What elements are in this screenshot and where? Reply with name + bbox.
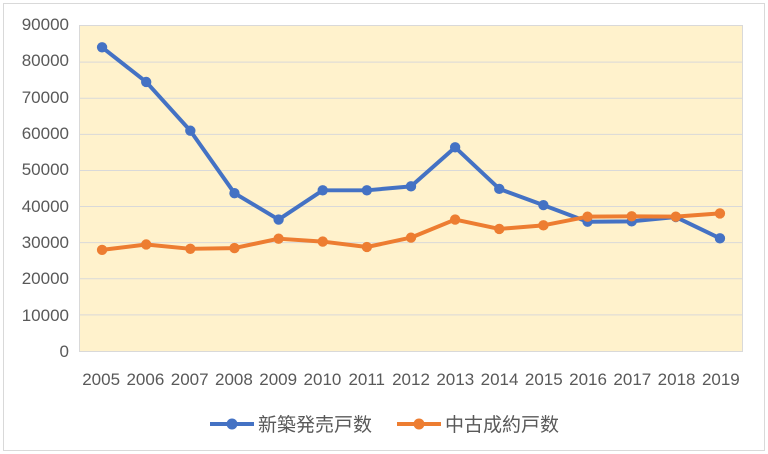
- data-point-s1-2009: [273, 233, 284, 244]
- data-point-s1-2010: [317, 236, 328, 247]
- plot-area: [79, 25, 743, 352]
- y-axis-tick-label: 30000: [21, 233, 69, 252]
- legend-item-chuko-seiyaku[interactable]: 中古成約戸数: [396, 410, 559, 437]
- x-axis-tick-label: 2012: [392, 370, 430, 389]
- data-point-s0-2015: [538, 199, 549, 211]
- data-point-s0-2008: [229, 188, 240, 199]
- data-point-s1-2017: [626, 211, 637, 222]
- x-axis-tick-label: 2010: [303, 370, 342, 389]
- data-point-s0-2009: [273, 214, 284, 225]
- y-axis-tick-label: 60000: [21, 124, 69, 143]
- x-axis-tick-label: 2011: [348, 370, 385, 389]
- legend-item-shinchiku-hatsubai[interactable]: 新築発売戸数: [209, 410, 372, 437]
- x-axis-tick-label: 2018: [657, 370, 696, 389]
- x-axis-tick-label: 2015: [524, 370, 563, 389]
- x-axis-tick-label: 2009: [259, 370, 298, 389]
- series-line-0: [100, 45, 722, 241]
- y-axis-tick-label: 50000: [21, 160, 69, 180]
- y-axis-tick-label: 0: [59, 342, 69, 361]
- x-axis-tick-label: 2006: [126, 370, 165, 389]
- plot-svg: [80, 42, 742, 316]
- data-point-s1-2018: [670, 211, 681, 222]
- legend-label-shinchiku-hatsubai: 新築発売戸数: [257, 415, 372, 436]
- y-axis-tick-label: 40000: [21, 196, 69, 216]
- x-axis-tick-label: 2005: [82, 370, 121, 389]
- legend: 新築発売戸数 中古成約戸数: [0, 410, 768, 437]
- x-axis-tick-label: 2013: [436, 370, 475, 389]
- data-point-s1-2006: [141, 239, 152, 250]
- y-axis-tick-label: 80000: [21, 51, 69, 71]
- x-axis-tick-label: 2014: [480, 370, 519, 389]
- data-point-s0-2019: [714, 233, 726, 244]
- y-axis-tick-label: 20000: [21, 269, 69, 289]
- y-axis-tick-label: 10000: [21, 305, 69, 325]
- data-point-s0-2013: [449, 142, 461, 153]
- data-point-s0-2005: [96, 42, 108, 53]
- data-point-s1-2015: [538, 220, 549, 231]
- y-axis-tick-label: 70000: [21, 87, 69, 107]
- data-point-s1-2011: [361, 241, 373, 253]
- data-point-s0-2012: [405, 181, 417, 192]
- data-point-s1-2007: [185, 243, 196, 254]
- data-point-s0-2014: [494, 183, 505, 195]
- x-axis-tick-label: 2008: [215, 370, 253, 389]
- y-axis-tick-label: 90000: [21, 15, 69, 34]
- legend-line-marker-orange: [397, 418, 441, 429]
- data-point-s1-2005: [96, 244, 108, 256]
- legend-line-marker-blue: [209, 418, 254, 429]
- data-point-s1-2013: [449, 214, 461, 225]
- data-point-s0-2010: [317, 185, 328, 196]
- legend-dot-orange: [413, 418, 425, 429]
- data-point-s1-2012: [405, 232, 417, 243]
- data-point-s1-2008: [229, 242, 240, 254]
- legend-label-chuko-seiyaku: 中古成約戸数: [445, 415, 560, 436]
- data-point-s1-2014: [494, 223, 505, 235]
- x-axis-tick-label: 2007: [170, 370, 209, 389]
- data-point-s0-2007: [185, 125, 196, 136]
- legend-dot-blue: [226, 418, 238, 429]
- data-point-s1-2019: [714, 208, 726, 219]
- x-axis-tick-label: 2017: [613, 370, 652, 389]
- data-point-s0-2006: [141, 76, 152, 88]
- data-point-s0-2011: [361, 185, 373, 196]
- data-point-s1-2016: [582, 211, 593, 222]
- x-axis-tick-label: 2019: [701, 370, 740, 389]
- x-axis-tick-label: 2016: [569, 370, 607, 389]
